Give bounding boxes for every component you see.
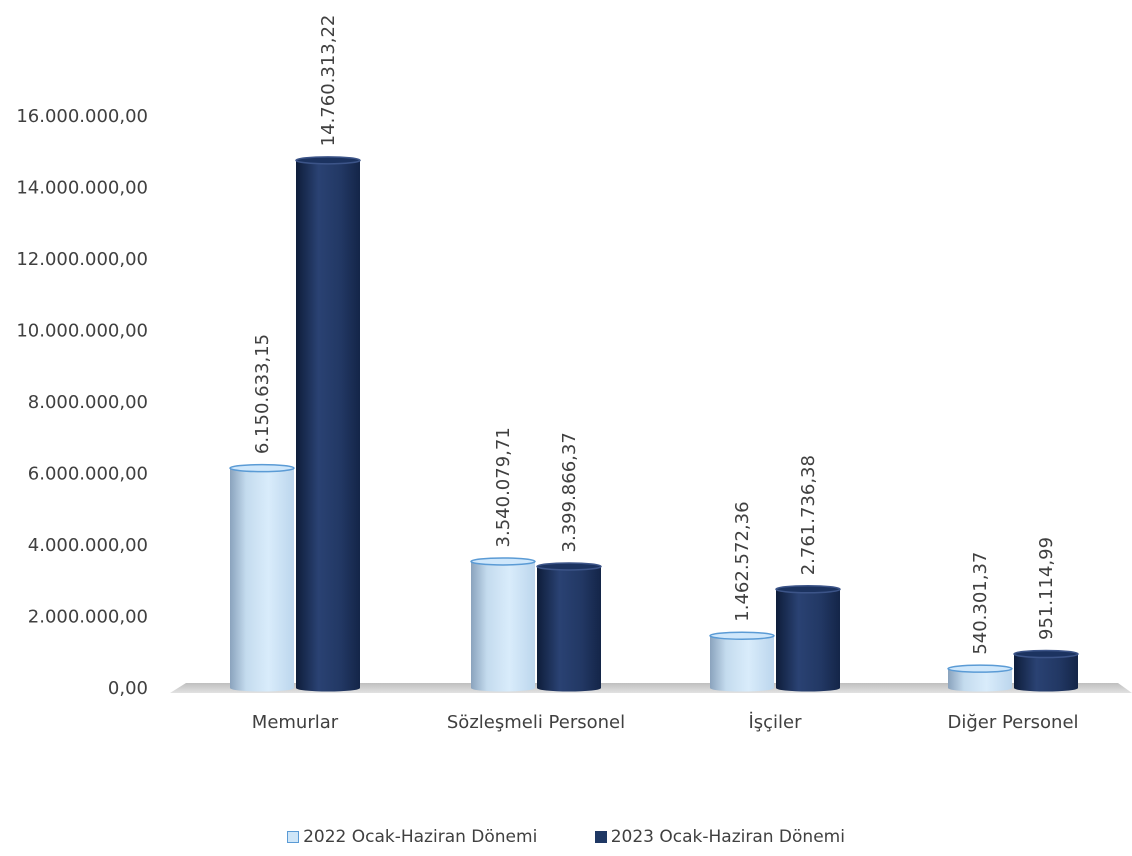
data-label: 3.399.866,37	[559, 432, 580, 552]
legend: 2022 Ocak-Haziran Dönemi 2023 Ocak-Hazir…	[0, 827, 1132, 848]
data-label: 1.462.572,36	[732, 501, 753, 621]
y-tick-label: 2.000.000,00	[28, 607, 148, 628]
legend-label-2022: 2022 Ocak-Haziran Dönemi	[303, 827, 538, 847]
y-tick-label: 10.000.000,00	[16, 321, 148, 342]
x-category-label: Diğer Personel	[947, 712, 1078, 733]
y-tick-label: 6.000.000,00	[28, 464, 148, 485]
legend-label-2023: 2023 Ocak-Haziran Dönemi	[610, 827, 845, 847]
y-tick-label: 8.000.000,00	[28, 392, 148, 413]
data-label: 951.114,99	[1036, 537, 1057, 640]
bar	[536, 562, 602, 692]
x-category-label: Memurlar	[252, 712, 339, 733]
bar	[295, 156, 361, 692]
legend-item-2022: 2022 Ocak-Haziran Dönemi	[287, 827, 537, 847]
y-tick-label: 16.000.000,00	[16, 106, 148, 127]
bar	[470, 557, 536, 692]
data-label: 3.540.079,71	[493, 427, 514, 547]
bar	[709, 631, 775, 692]
chart-floor	[170, 683, 1132, 693]
bar	[775, 585, 841, 692]
legend-swatch-2023	[594, 831, 607, 843]
data-label: 14.760.313,22	[318, 15, 339, 147]
data-label: 540.301,37	[970, 552, 991, 655]
legend-swatch-2022	[287, 831, 300, 843]
y-tick-label: 4.000.000,00	[28, 535, 148, 556]
bar	[947, 664, 1013, 692]
x-category-label: Sözleşmeli Personel	[447, 712, 625, 733]
bar	[229, 463, 295, 692]
data-label: 2.761.736,38	[798, 455, 819, 575]
x-category-label: İşçiler	[748, 712, 802, 733]
y-tick-label: 0,00	[108, 678, 148, 699]
data-label: 6.150.633,15	[252, 334, 273, 454]
y-tick-label: 12.000.000,00	[16, 249, 148, 270]
y-tick-label: 14.000.000,00	[16, 178, 148, 199]
bar	[1013, 649, 1079, 692]
legend-item-2023: 2023 Ocak-Haziran Dönemi	[594, 827, 845, 847]
